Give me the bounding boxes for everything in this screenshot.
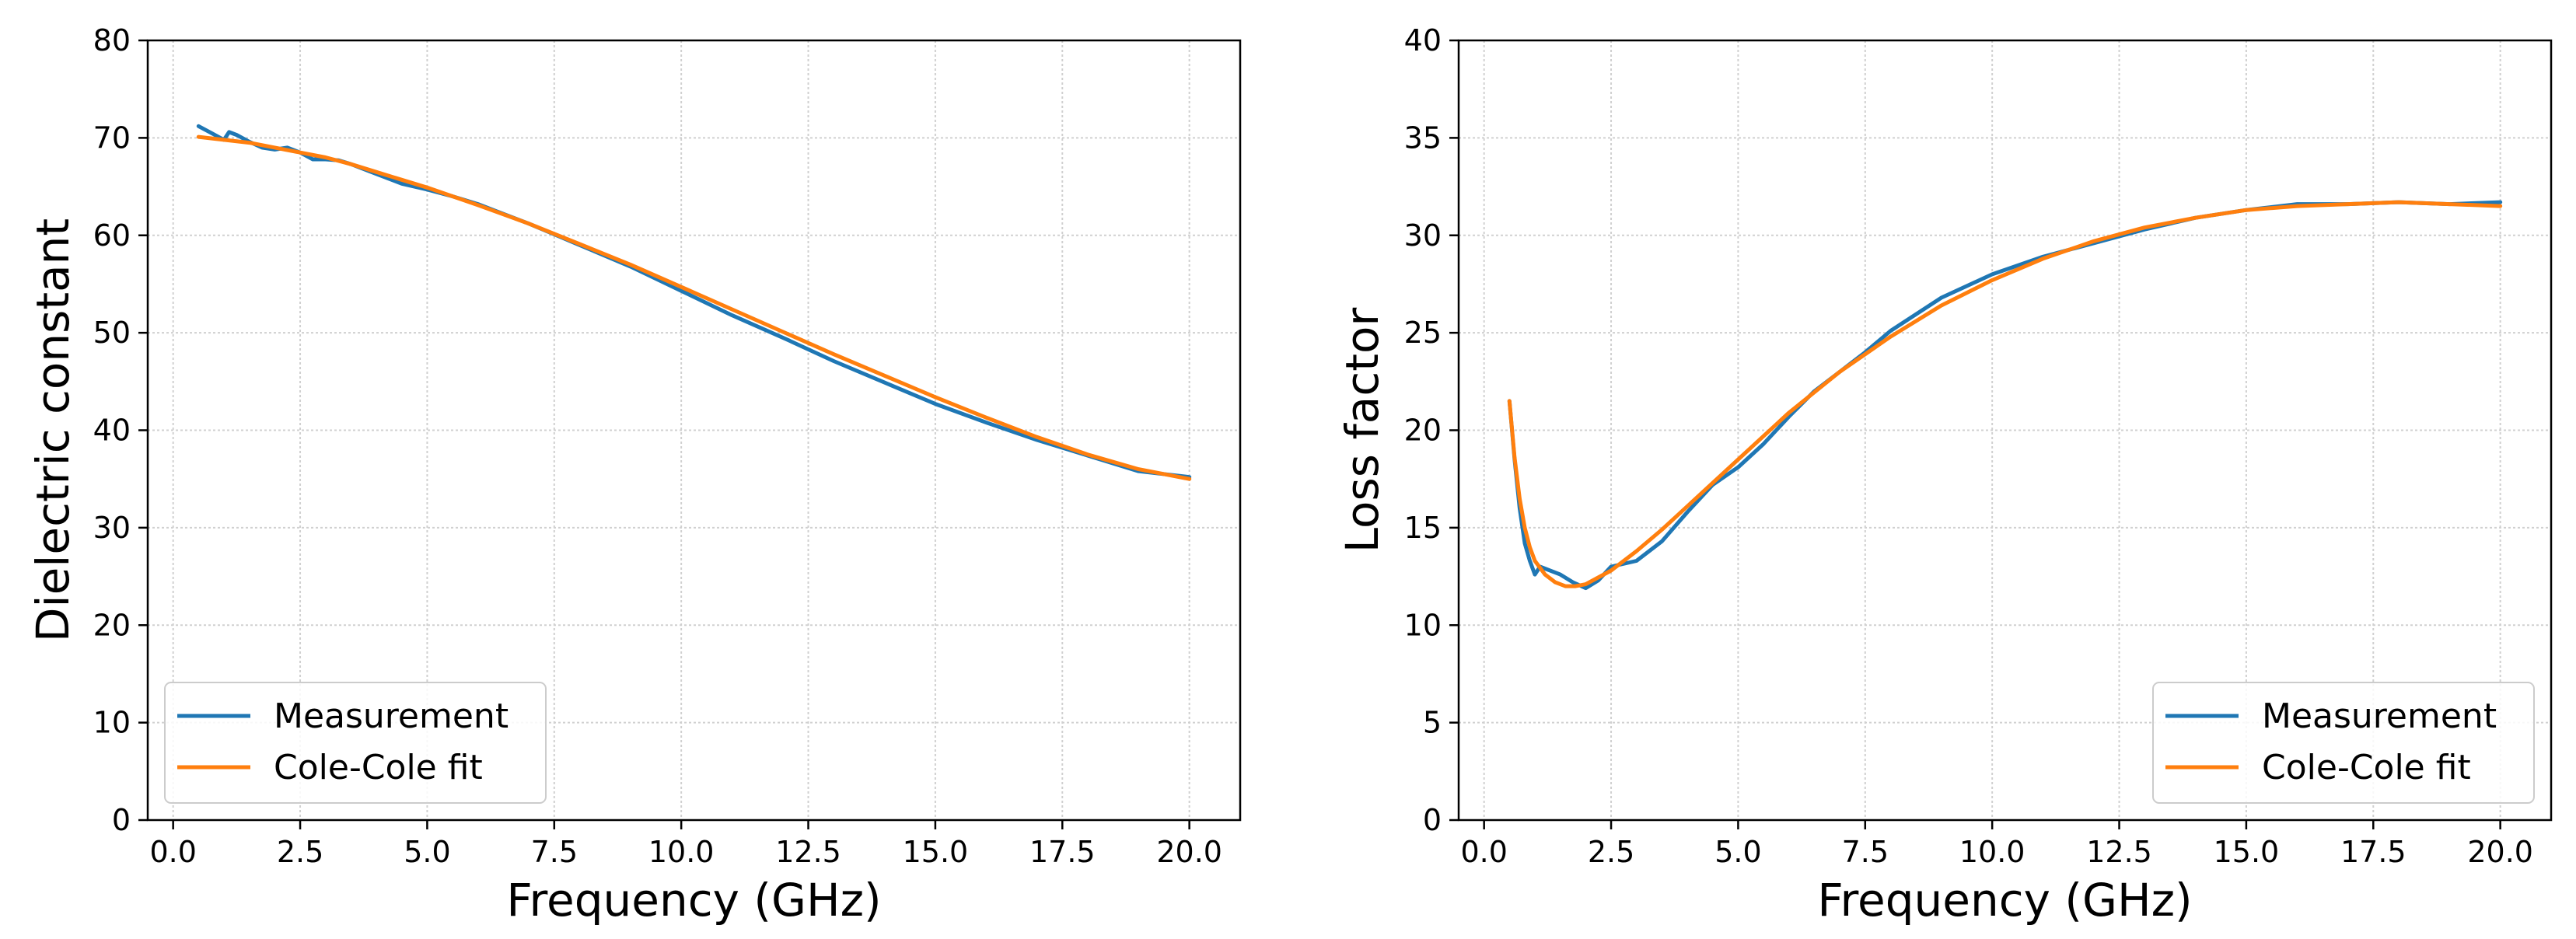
y-axis-label: Dielectric constant — [26, 218, 79, 642]
legend: Measurement Cole-Cole fit — [2152, 682, 2535, 804]
x-tick-label: 12.5 — [775, 835, 841, 869]
x-tick-label: 5.0 — [1714, 835, 1761, 869]
y-tick-label: 20 — [1404, 414, 1442, 448]
y-tick-label: 40 — [93, 414, 131, 448]
chart-panel-1: 0.0 2.5 5.0 7.5 10.0 12.5 15.0 17.5 20.0 0 10 20 30 4… — [26, 23, 1242, 927]
x-tick-label: 0.0 — [1460, 835, 1507, 869]
x-tick-label: 20.0 — [1156, 835, 1222, 869]
legend-label: Measurement — [2262, 696, 2497, 736]
chart-panel-2: 0.0 2.5 5.0 7.5 10.0 12.5 15.0 17.5 20.0 0 5 10 15 20… — [1336, 23, 2553, 927]
y-tick-label: 70 — [93, 120, 131, 155]
x-tick-label: 7.5 — [531, 835, 578, 869]
y-tick-label: 30 — [1404, 218, 1442, 253]
x-tick-label: 15.0 — [2214, 835, 2280, 869]
legend-box — [2152, 682, 2535, 804]
y-tick-label: 40 — [1404, 23, 1442, 58]
legend-label: Cole-Cole fit — [274, 748, 483, 787]
y-tick-label: 0 — [112, 803, 131, 837]
x-tick-label: 2.5 — [277, 835, 323, 869]
legend-label: Measurement — [274, 696, 509, 736]
x-tick-label: 10.0 — [1959, 835, 2025, 869]
y-tick-label: 60 — [93, 218, 131, 253]
y-tick-label: 5 — [1423, 706, 1442, 740]
y-tick-label: 20 — [93, 608, 131, 642]
x-tick-label: 10.0 — [648, 835, 715, 869]
y-tick-label: 10 — [1404, 608, 1442, 642]
y-tick-label: 0 — [1423, 803, 1442, 837]
x-axis-label: Frequency (GHz) — [506, 874, 881, 927]
y-axis-label: Loss factor — [1336, 308, 1389, 553]
legend: Measurement Cole-Cole fit — [164, 682, 547, 804]
x-tick-label: 2.5 — [1588, 835, 1634, 869]
x-tick-label: 17.5 — [1029, 835, 1096, 869]
y-tick-label: 50 — [93, 316, 131, 350]
y-tick-label: 35 — [1404, 120, 1442, 155]
x-tick-label: 15.0 — [903, 835, 969, 869]
series-line-cole-cole-fit — [1507, 200, 2503, 588]
y-tick-label: 15 — [1404, 511, 1442, 545]
legend-label: Cole-Cole fit — [2262, 748, 2471, 787]
y-tick-label: 25 — [1404, 316, 1442, 350]
legend-box — [164, 682, 547, 804]
y-tick-label: 10 — [93, 706, 131, 740]
x-axis-label: Frequency (GHz) — [1817, 874, 2192, 927]
series-line-measurement — [1507, 200, 2503, 591]
y-tick-label: 80 — [93, 23, 131, 58]
x-tick-label: 5.0 — [404, 835, 450, 869]
x-tick-label: 20.0 — [2467, 835, 2533, 869]
x-tick-label: 12.5 — [2086, 835, 2152, 869]
x-tick-label: 7.5 — [1842, 835, 1889, 869]
x-tick-label: 0.0 — [149, 835, 196, 869]
series-line-cole-cole-fit — [196, 134, 1192, 481]
y-tick-label: 30 — [93, 511, 131, 545]
x-tick-label: 17.5 — [2340, 835, 2406, 869]
series-line-measurement — [196, 124, 1192, 480]
